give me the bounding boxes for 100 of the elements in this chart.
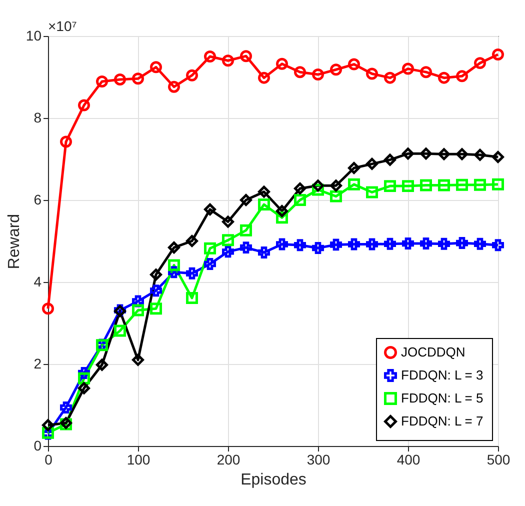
point (438, 72, 450, 84)
point (258, 186, 270, 198)
point (294, 239, 306, 252)
point (456, 237, 468, 250)
point (204, 258, 216, 270)
point (438, 238, 450, 250)
point (276, 205, 288, 218)
point (240, 224, 252, 236)
point (276, 58, 288, 70)
point (456, 148, 468, 160)
y-tick-label: 4 (34, 274, 42, 290)
point (240, 194, 252, 206)
point (222, 216, 234, 228)
x-tick-label: 300 (306, 452, 330, 468)
point (78, 372, 90, 384)
point (348, 178, 360, 190)
point (348, 162, 360, 174)
legend-label: FDDQN: L = 7 (401, 414, 484, 428)
point (348, 58, 360, 70)
point (240, 50, 252, 62)
point (294, 182, 306, 195)
point (330, 190, 342, 202)
x-tick-label: 500 (486, 452, 510, 468)
point (60, 136, 72, 148)
point (186, 235, 198, 247)
point (312, 242, 324, 254)
point (60, 401, 72, 414)
point (366, 186, 378, 198)
point (258, 198, 270, 211)
point (474, 148, 486, 161)
point (474, 57, 486, 70)
point (330, 64, 342, 76)
point (96, 358, 108, 371)
point (96, 76, 108, 88)
point (366, 238, 378, 250)
point (420, 179, 432, 192)
x-tick-label: 100 (126, 452, 150, 468)
point (204, 242, 216, 254)
point (492, 150, 504, 163)
point (78, 99, 90, 112)
point (438, 179, 450, 192)
point (150, 268, 162, 281)
point (240, 242, 252, 254)
point (222, 234, 234, 246)
legend-label: JOCDDQN (401, 344, 466, 360)
point (168, 259, 180, 272)
point (420, 148, 432, 160)
x-axis-title: Episodes (240, 472, 306, 488)
point (42, 302, 54, 315)
text: ×10⁷ (48, 18, 77, 34)
point (366, 158, 378, 170)
legend-label: FDDQN: L = 3 (401, 368, 484, 382)
point (204, 50, 216, 62)
point (438, 148, 450, 160)
point (420, 66, 432, 78)
point (312, 68, 324, 81)
point (222, 54, 234, 67)
point (456, 70, 468, 82)
point (294, 66, 306, 78)
y-tick-label: 0 (34, 438, 42, 454)
point (384, 154, 396, 166)
point (132, 354, 144, 366)
point (312, 180, 324, 192)
point (402, 148, 414, 160)
x-tick-label: 400 (396, 452, 420, 468)
point (150, 302, 162, 315)
point (258, 72, 270, 84)
point (294, 194, 306, 206)
point (114, 73, 126, 86)
point (384, 72, 396, 84)
x-tick-label: 0 (44, 452, 53, 468)
point (258, 246, 270, 258)
point (492, 178, 504, 190)
point (402, 62, 414, 75)
point (402, 237, 414, 250)
point (330, 180, 342, 192)
point (420, 237, 432, 250)
point (204, 203, 216, 216)
point (276, 238, 288, 250)
point (384, 238, 396, 250)
point (186, 69, 198, 82)
point (78, 382, 90, 394)
legend-label: FDDQN: L = 5 (401, 390, 484, 406)
y-tick-label: 2 (34, 356, 42, 372)
point (348, 238, 360, 250)
point (132, 72, 144, 85)
y-axis-title: Reward (6, 214, 23, 270)
point (42, 419, 54, 432)
point (150, 61, 162, 74)
point (402, 180, 414, 192)
point (474, 238, 486, 250)
point (186, 292, 198, 304)
point (150, 284, 162, 297)
y-tick-label: 8 (34, 110, 42, 126)
point (168, 80, 180, 93)
point (330, 238, 342, 251)
point (114, 324, 126, 337)
point (492, 48, 504, 60)
point (222, 246, 234, 258)
point (168, 242, 180, 254)
